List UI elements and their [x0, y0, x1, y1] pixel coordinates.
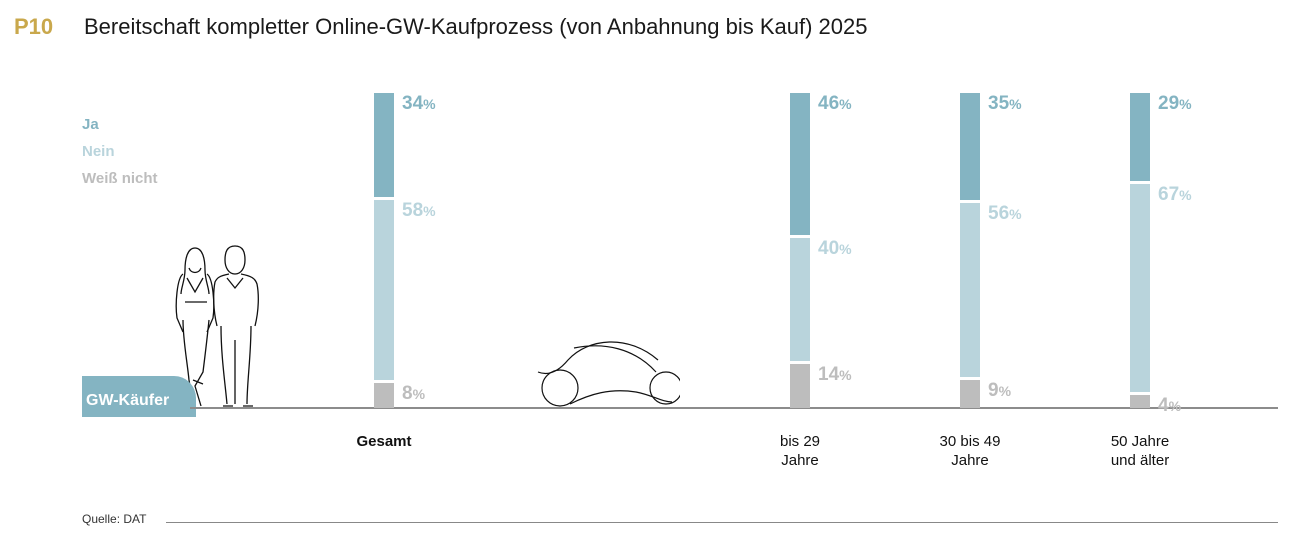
source-note: Quelle: DAT [82, 512, 147, 526]
data-label: 34% [402, 93, 436, 114]
data-label: 35% [988, 93, 1022, 114]
bar-segment [1130, 93, 1150, 182]
source-divider [166, 522, 1278, 523]
legend-item: Nein [82, 143, 115, 160]
category-label: 50 Jahre und älter [1110, 433, 1170, 469]
bar-segment [1130, 184, 1150, 393]
bar-segment [1130, 395, 1150, 408]
data-label: 8% [402, 382, 426, 404]
bar-segment [790, 237, 810, 361]
bar-segment [374, 382, 394, 408]
category-label: Gesamt [356, 433, 412, 450]
bar-segment [790, 93, 810, 235]
chart-code: P10 [14, 14, 54, 39]
category-label: 30 bis 49 Jahre [939, 433, 1001, 469]
bar-segment [960, 93, 980, 201]
data-label: 9% [988, 379, 1012, 401]
bar-segment [960, 203, 980, 377]
data-label: 67% [1158, 184, 1192, 206]
data-label: 29% [1158, 93, 1192, 114]
category-label: bis 29 Jahre [779, 433, 821, 469]
chart-title: Bereitschaft kompletter Online-GW-Kaufpr… [84, 14, 868, 39]
car-icon [537, 341, 680, 407]
bar-segment [960, 379, 980, 408]
data-label: 46% [818, 93, 852, 114]
baseline [190, 407, 1278, 409]
bar-segment [790, 363, 810, 408]
couple-icon [175, 245, 259, 407]
legend-item: Ja [82, 116, 99, 133]
data-label: 58% [402, 200, 436, 222]
data-label: 14% [818, 363, 852, 385]
legend-item: Weiß nicht [82, 170, 158, 187]
gw-kaeufer-badge: GW-Käufer [82, 376, 196, 417]
bar-segment [374, 93, 394, 198]
data-label: 40% [818, 237, 852, 259]
bar-segment [374, 200, 394, 380]
data-label: 56% [988, 203, 1022, 225]
data-label: 4% [1158, 395, 1182, 417]
